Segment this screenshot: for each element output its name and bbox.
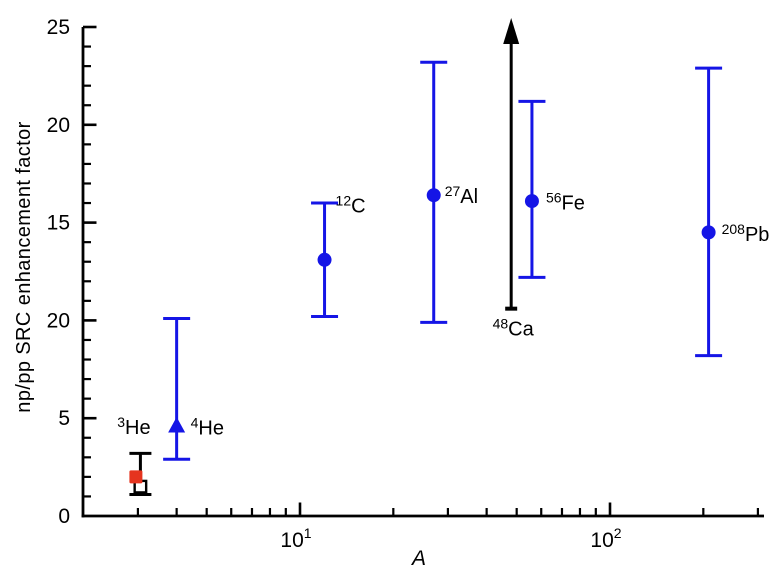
isotope-label-he4: 4He xyxy=(191,415,224,440)
x-axis-title: A xyxy=(410,547,426,570)
isotope-label-al27: 27Al xyxy=(445,183,478,208)
point-labels: 3He 4He 12C 27Al 48Ca 56Fe 208Pb xyxy=(117,183,769,439)
data-points xyxy=(129,18,723,496)
y-tick-label: 20 xyxy=(47,114,70,137)
axes xyxy=(81,27,764,518)
isotope-label-fe56: 56Fe xyxy=(546,190,585,215)
x-tick-label: 101 xyxy=(280,525,311,552)
marker-he3-new xyxy=(129,470,143,484)
y-tick-label: 20 xyxy=(47,309,70,332)
isotope-label-ca48: 48Ca xyxy=(493,316,535,341)
marker-he4 xyxy=(168,417,186,433)
y-tick-label: 5 xyxy=(58,407,70,430)
y-tick-label: 25 xyxy=(47,16,70,39)
isotope-label-he3-new: 3He xyxy=(117,414,150,439)
isotope-label-pb208: 208Pb xyxy=(722,221,770,246)
axis-ticks xyxy=(83,25,760,516)
y-tick-label: 15 xyxy=(47,212,70,235)
marker-al27 xyxy=(426,188,441,203)
arrow-head-ca48 xyxy=(503,18,520,44)
marker-c12 xyxy=(317,252,332,267)
tick-labels: 25 20 15 20 5 0 101 102 xyxy=(47,16,622,552)
x-tick-label: 102 xyxy=(590,525,621,552)
marker-fe56 xyxy=(524,194,539,209)
isotope-label-c12: 12C xyxy=(336,193,366,218)
y-axis-title: np/pp SRC enhancement factor xyxy=(13,121,35,412)
y-tick-label: 0 xyxy=(58,505,70,528)
marker-pb208 xyxy=(701,225,716,240)
